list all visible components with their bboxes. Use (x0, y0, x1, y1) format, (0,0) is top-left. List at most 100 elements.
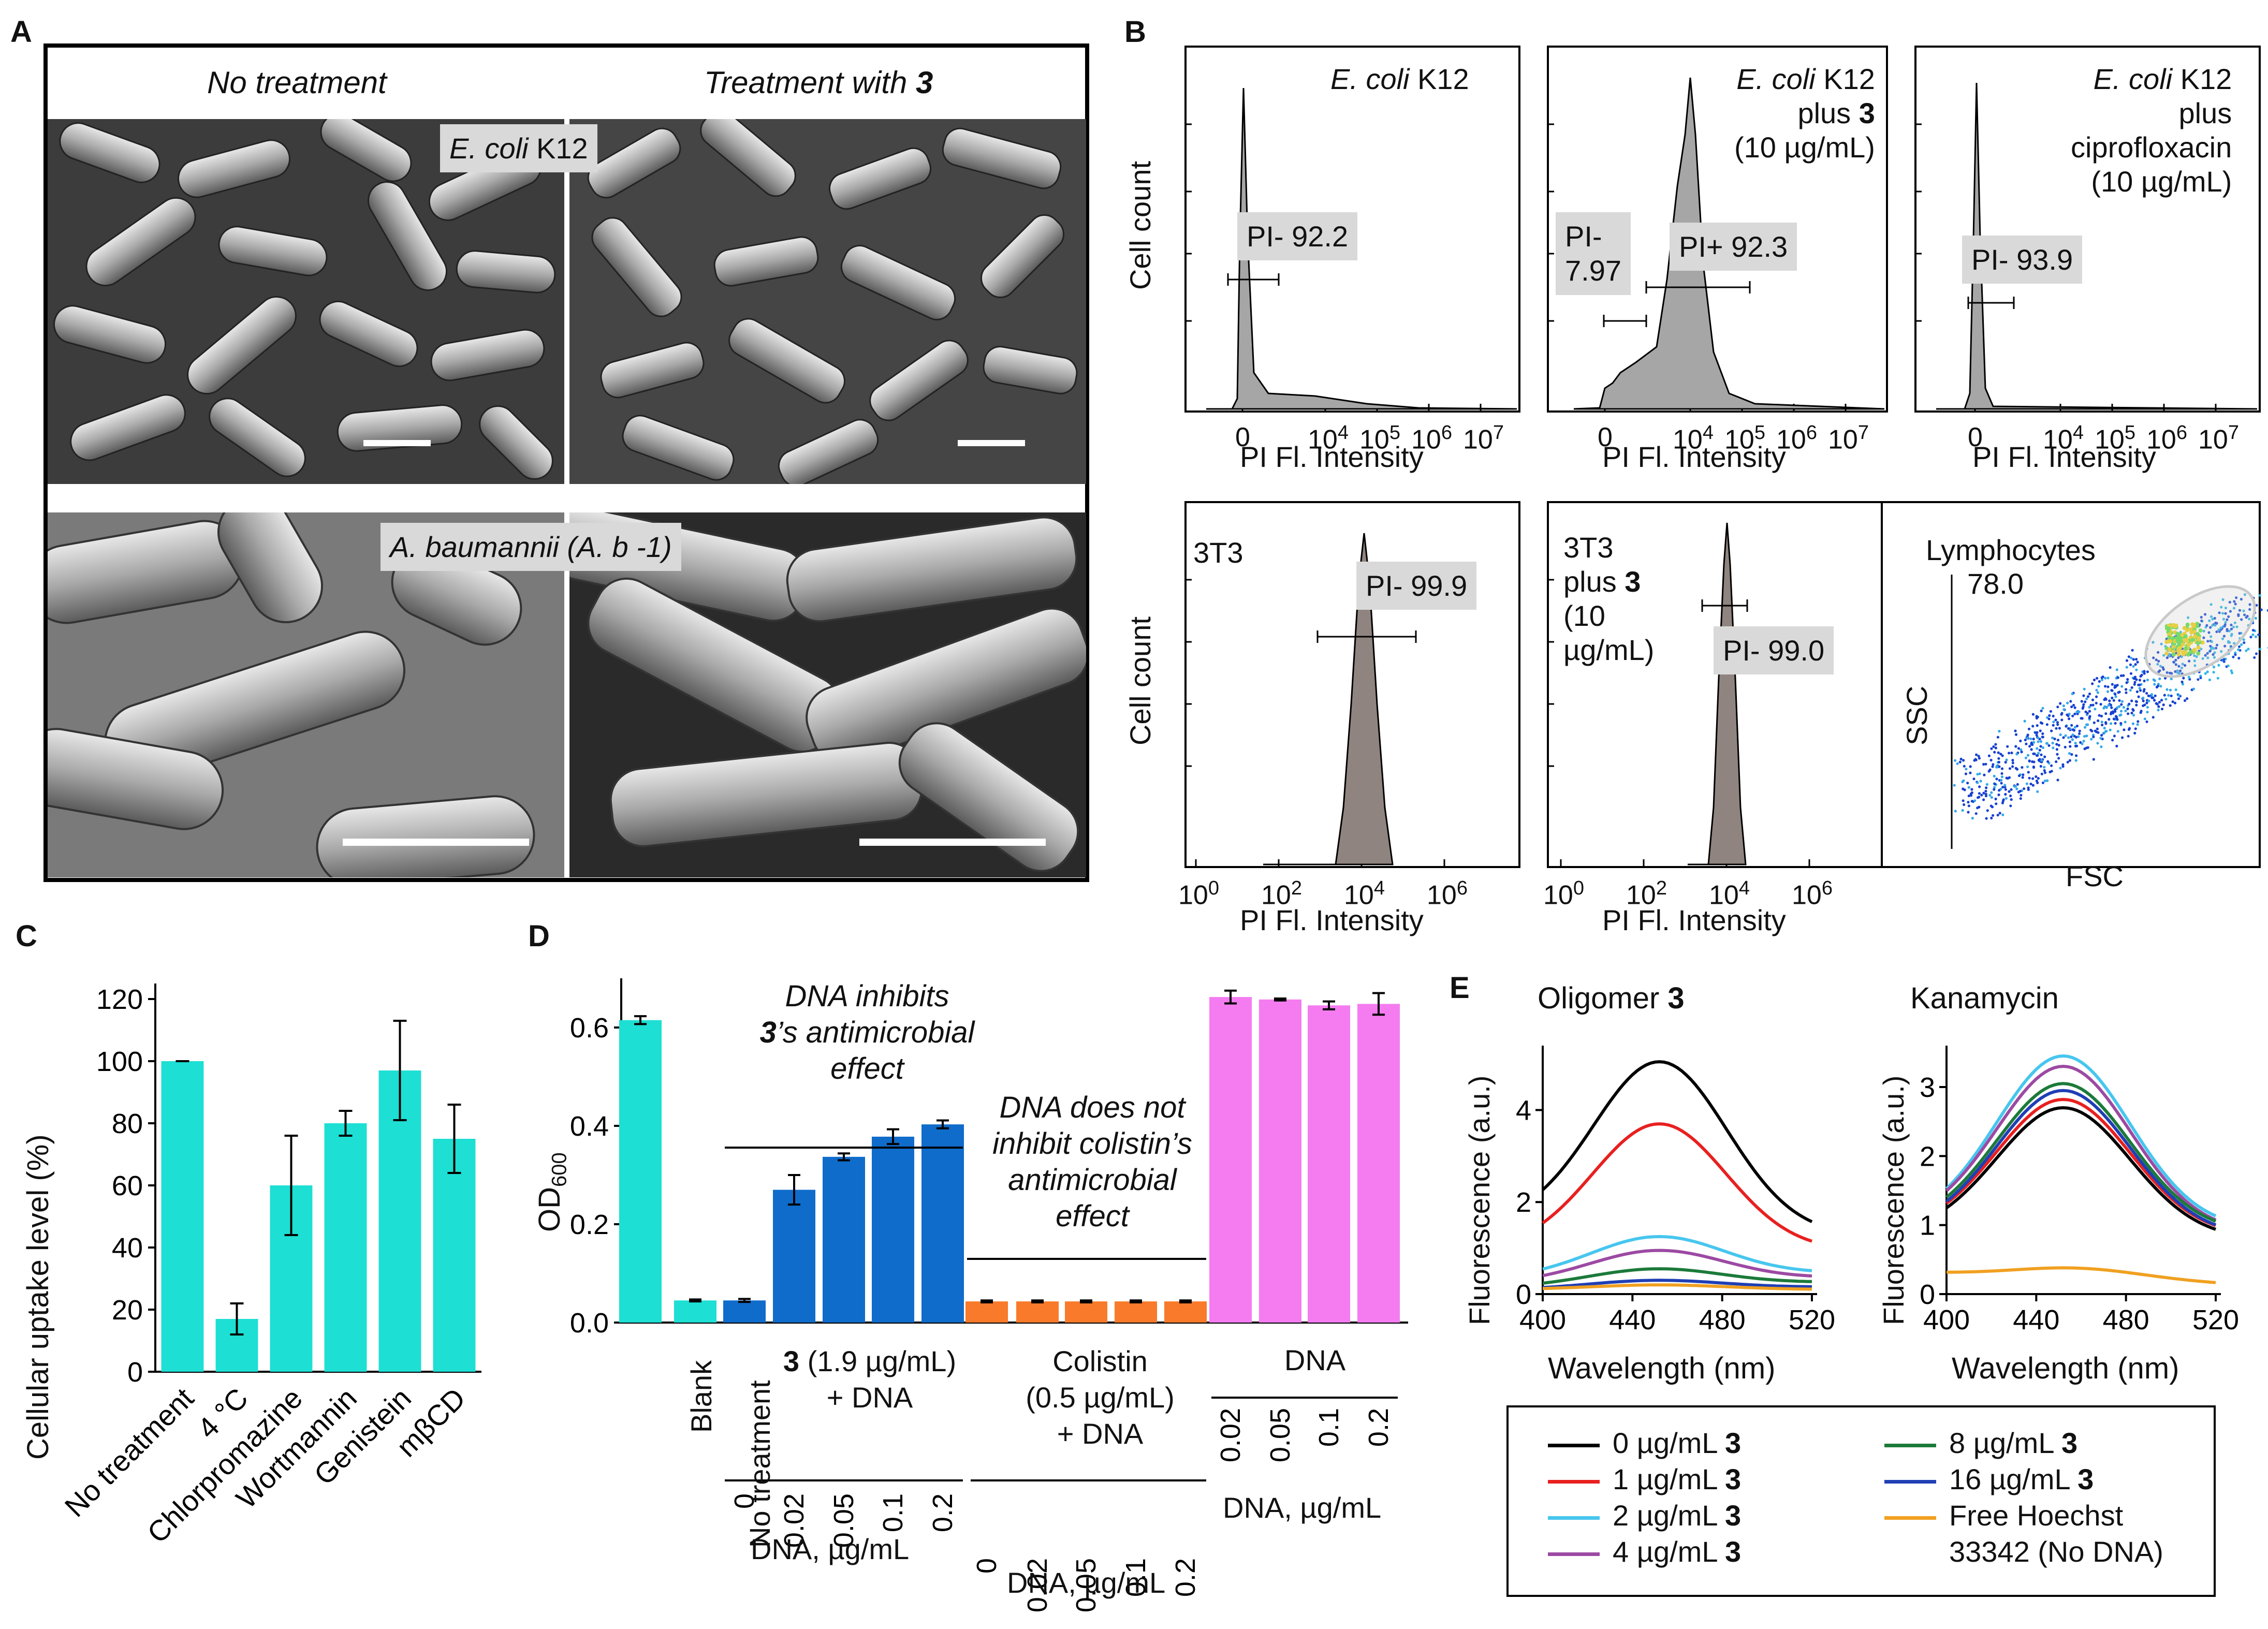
hist5-scatter-frame (1547, 501, 2261, 868)
scatter-event (2202, 629, 2205, 633)
scatter-event (2020, 751, 2023, 754)
scatter-event (2229, 610, 2232, 613)
scatter-event (2008, 790, 2011, 793)
hist3-peak (1936, 82, 2258, 410)
scatter-event (2051, 736, 2054, 740)
scatter-event (2258, 594, 2261, 597)
scatter-event (2104, 697, 2107, 700)
scatter-event (2105, 706, 2108, 709)
scatter-event (2065, 725, 2068, 728)
scatter-event (2090, 738, 2093, 741)
scatter-ylabel: SSC (1900, 685, 1933, 745)
d-y-tick-label: 0.6 (570, 1012, 609, 1044)
sem-col-label-left: No treatment (207, 65, 387, 100)
scatter-event (2025, 742, 2028, 745)
scatter-event (2077, 710, 2081, 713)
scatter-event (2113, 735, 2116, 738)
scatter-event (1978, 785, 1981, 788)
scatter-event (2201, 657, 2204, 660)
scatter-event (2009, 804, 2012, 808)
scatter-event (2036, 747, 2039, 750)
scatter-event (2014, 767, 2017, 770)
scatter-event (1990, 791, 1993, 794)
scatter-event (2157, 705, 2160, 708)
scatter-event (2232, 607, 2236, 610)
scatter-event (2224, 621, 2227, 624)
d-bar (965, 1301, 1008, 1323)
scatter-event (2023, 720, 2026, 723)
scatter-event (2139, 711, 2142, 714)
d-conc-label: 0.1 (877, 1493, 909, 1532)
scatter-event (2230, 627, 2233, 630)
scatter-event (2040, 759, 2043, 762)
scatter-event (2064, 745, 2067, 749)
scatter-event (2227, 640, 2230, 643)
scatter-event (2089, 728, 2093, 731)
scatter-event (2066, 760, 2069, 764)
c-bar (433, 1139, 476, 1372)
hist4-gate-label: PI- 99.9 (1356, 562, 1477, 610)
scatter-event (2135, 700, 2138, 703)
scatter-event (2227, 615, 2230, 618)
scatter-event (2129, 663, 2132, 666)
scatter-event (1984, 795, 1988, 798)
hist4-title: 3T3 (1193, 536, 1243, 569)
scatter-event (2193, 659, 2196, 663)
scatter-gate-name: Lymphocytes (1926, 534, 2096, 566)
scatter-event (1964, 772, 1967, 775)
scatter-event-dense (2176, 652, 2181, 657)
scatter-event (2145, 701, 2148, 705)
scatter-event (2082, 694, 2085, 697)
scatter-event (1990, 816, 1993, 819)
scatter-event (1953, 784, 1956, 787)
scatter-event (2111, 683, 2114, 686)
scatter-event (2101, 723, 2104, 727)
scatter-event (2232, 642, 2236, 645)
scatter-event (2022, 773, 2025, 776)
scatter-event (2095, 701, 2098, 705)
scatter-event (2040, 753, 2043, 756)
hist1-xtick: 105 (1359, 422, 1400, 455)
scatter-event (2243, 593, 2246, 596)
scatter-event (2100, 745, 2103, 749)
legend-swatch (1548, 1516, 1600, 1520)
scatter-event (2055, 727, 2058, 730)
scatter-event (1961, 809, 1964, 812)
scatter-event (2067, 727, 2070, 730)
scatter-event (1994, 746, 1997, 750)
scatter-event (2071, 714, 2074, 717)
sem-ecoli-untreated-image (48, 119, 564, 484)
scatter-event (1998, 765, 2001, 768)
scatter-event-dense (2185, 622, 2190, 627)
scatter-event (1970, 800, 1973, 803)
scatter-event (2257, 633, 2260, 636)
scatter-event (2059, 733, 2062, 736)
scatter-event (2061, 765, 2065, 768)
scatter-event (1988, 794, 1992, 797)
scatter-event (2135, 690, 2139, 693)
d-bar (1209, 997, 1252, 1323)
scatter-event (2078, 732, 2081, 735)
scatter-event (2001, 754, 2004, 757)
d-bar (674, 1300, 716, 1323)
scatter-event (2247, 648, 2250, 651)
scatter-event (2211, 618, 2214, 621)
d-bar (723, 1300, 766, 1323)
e-y-tick-label: 4 (1516, 1095, 1531, 1126)
scatter-event (2119, 722, 2123, 725)
scatter-event (2143, 670, 2146, 673)
scatter-event (2092, 758, 2095, 761)
scatter-event (2028, 759, 2031, 762)
scatter-event (2183, 699, 2187, 702)
scatter-event (2046, 760, 2050, 763)
scatter-event (2248, 608, 2251, 611)
scatter-event (2157, 659, 2160, 663)
scatter-event (2082, 703, 2085, 706)
scatter-event (2204, 654, 2207, 657)
scatter-event (1959, 757, 1963, 760)
hist3-xtick: 106 (2146, 422, 2187, 455)
scatter-event (2037, 777, 2040, 780)
scatter-event (2216, 677, 2219, 680)
scatter-event (2059, 702, 2062, 705)
e-series-line (1542, 1249, 1812, 1278)
